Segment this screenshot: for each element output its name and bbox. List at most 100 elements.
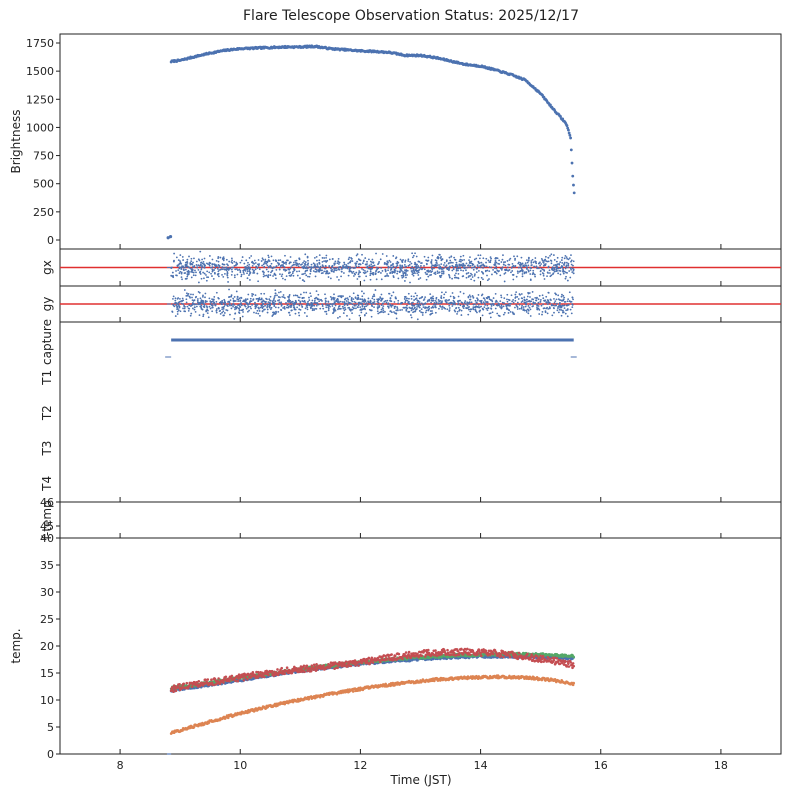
- data-point: [292, 302, 294, 305]
- data-point: [356, 260, 359, 263]
- data-point: [430, 271, 433, 274]
- data-point: [336, 297, 339, 300]
- data-point: [262, 273, 265, 276]
- data-point: [467, 272, 470, 274]
- data-point: [413, 263, 416, 266]
- data-point: [472, 308, 475, 311]
- data-point: [317, 298, 320, 301]
- data-point: [372, 295, 374, 298]
- data-point: [480, 305, 483, 308]
- y-tick-label: 45: [40, 520, 54, 533]
- data-point: [404, 259, 407, 262]
- data-point: [529, 278, 532, 281]
- data-point: [223, 263, 226, 266]
- data-point: [205, 310, 208, 313]
- data-point: [415, 303, 418, 306]
- data-point: [399, 266, 402, 268]
- data-point: [572, 272, 575, 275]
- data-point: [344, 306, 346, 309]
- data-point: [529, 296, 531, 298]
- data-point: [418, 302, 421, 305]
- data-point: [425, 306, 428, 309]
- data-point: [246, 264, 249, 267]
- data-point: [356, 298, 359, 301]
- data-point: [371, 267, 374, 270]
- data-point: [436, 262, 438, 265]
- data-point: [239, 299, 242, 302]
- data-point: [198, 259, 201, 262]
- data-point: [367, 297, 370, 300]
- data-point: [203, 267, 206, 269]
- data-point: [246, 303, 249, 306]
- data-point: [175, 303, 178, 305]
- data-point: [403, 306, 406, 309]
- data-point: [495, 272, 498, 275]
- data-point: [420, 302, 423, 305]
- data-point: [249, 305, 252, 308]
- data-point: [182, 259, 185, 261]
- data-point: [489, 259, 492, 262]
- data-point: [202, 313, 205, 316]
- data-point: [538, 308, 541, 311]
- data-point: [407, 260, 410, 262]
- data-point: [373, 295, 376, 298]
- data-point: [523, 298, 526, 301]
- data-point: [476, 299, 479, 302]
- data-point: [176, 274, 178, 277]
- data-point: [525, 259, 528, 262]
- data-point: [546, 303, 549, 306]
- data-point: [520, 307, 523, 310]
- data-point: [283, 305, 286, 308]
- data-point: [532, 305, 535, 307]
- data-point: [244, 268, 247, 270]
- data-point: [202, 263, 205, 265]
- data-point: [500, 261, 503, 263]
- data-point: [247, 305, 250, 308]
- data-point: [256, 263, 259, 266]
- data-point: [535, 262, 538, 265]
- data-point: [273, 313, 275, 316]
- data-point: [291, 272, 294, 275]
- data-point: [370, 302, 373, 305]
- data-point: [511, 270, 514, 272]
- data-point: [553, 297, 555, 300]
- data-point: [565, 261, 568, 264]
- data-point: [566, 315, 569, 318]
- data-point: [209, 303, 212, 306]
- data-point: [470, 260, 473, 263]
- data-point: [556, 307, 559, 309]
- data-point: [507, 269, 510, 272]
- data-point: [245, 259, 248, 262]
- data-point: [569, 148, 573, 152]
- data-point: [283, 266, 286, 268]
- data-point: [453, 256, 456, 259]
- data-point: [539, 301, 542, 303]
- data-point: [369, 272, 372, 275]
- data-point: [321, 260, 324, 263]
- data-point: [472, 303, 475, 306]
- data-point: [364, 303, 367, 306]
- data-point: [316, 298, 319, 301]
- data-point: [214, 272, 216, 275]
- data-point: [488, 270, 491, 272]
- data-point: [314, 297, 317, 300]
- data-point: [280, 308, 282, 311]
- data-point: [380, 308, 383, 311]
- data-point: [538, 313, 541, 315]
- data-point: [451, 277, 454, 280]
- data-point: [484, 299, 486, 301]
- data-point: [522, 308, 525, 311]
- data-point: [527, 305, 530, 307]
- data-point: [172, 297, 174, 300]
- data-point: [211, 268, 214, 271]
- data-point: [324, 302, 327, 304]
- data-point: [395, 309, 398, 312]
- data-point: [185, 294, 188, 297]
- data-point: [226, 276, 229, 279]
- data-point: [515, 304, 518, 306]
- data-point: [547, 307, 550, 310]
- data-point: [267, 274, 270, 276]
- data-point: [264, 258, 267, 261]
- data-point: [572, 191, 576, 195]
- data-point: [520, 269, 523, 272]
